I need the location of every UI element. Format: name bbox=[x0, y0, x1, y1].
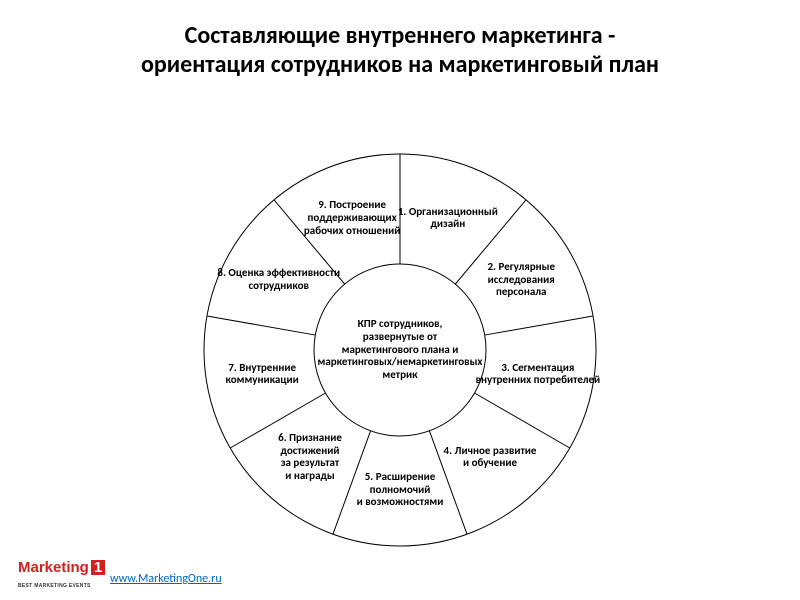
logo-badge: 1 bbox=[91, 560, 105, 575]
segment-label-9: 9. Построение поддерживающих рабочих отн… bbox=[277, 188, 427, 248]
segment-label-2: 2. Регулярные исследования персонала bbox=[446, 250, 596, 310]
footer-logo: Marketing1 BEST MARKETING EVENTS bbox=[18, 560, 105, 590]
title-line-1: Составляющие внутреннего маркетинга - bbox=[185, 21, 616, 50]
slide: Составляющие внутреннего маркетинга - ор… bbox=[0, 0, 800, 600]
footer-url[interactable]: www.MarketingOne.ru bbox=[110, 572, 222, 586]
logo-subtext: BEST MARKETING EVENTS bbox=[18, 583, 91, 589]
segment-label-8: 8. Оценка эффективности сотрудников bbox=[204, 250, 354, 310]
center-label: КПР сотрудников, развернутые от маркетин… bbox=[300, 305, 500, 395]
logo-text: Marketing bbox=[18, 559, 89, 576]
segment-label-6: 6. Признание достижений за результат и н… bbox=[235, 427, 385, 487]
page-title: Составляющие внутреннего маркетинга - ор… bbox=[0, 22, 800, 80]
title-line-2: ориентация сотрудников на маркетинговый … bbox=[141, 50, 659, 79]
